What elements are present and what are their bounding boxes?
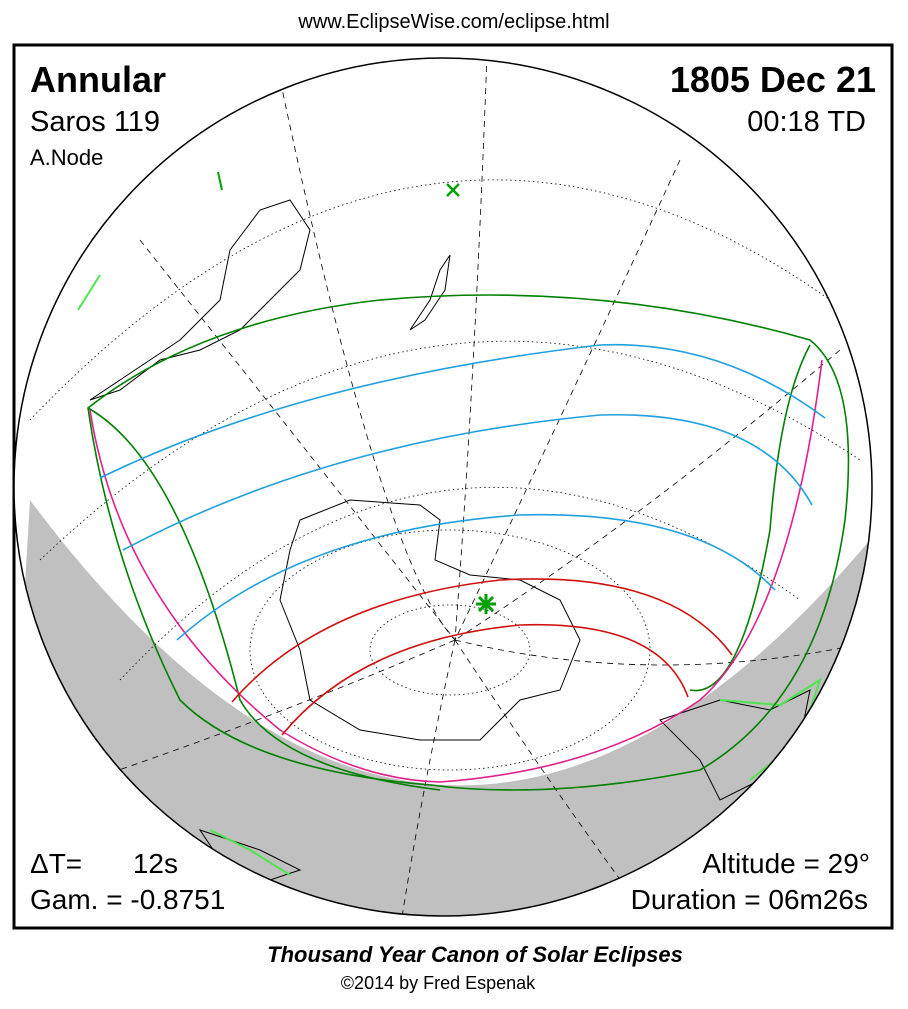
eclipse-time: 00:18 TD xyxy=(747,106,866,138)
max-eclipse-marker xyxy=(476,594,496,614)
sub-solar-marker xyxy=(446,183,460,197)
footer-title: Thousand Year Canon of Solar Eclipses xyxy=(267,942,683,967)
node: A.Node xyxy=(30,145,103,170)
eclipse-type: Annular xyxy=(30,59,166,100)
url: www.EclipseWise.com/eclipse.html xyxy=(297,11,609,33)
gamma: Gam. = -0.8751 xyxy=(30,884,225,915)
coastlines xyxy=(89,199,811,881)
eclipse-paths xyxy=(87,294,850,791)
delta-t-label: ΔT= xyxy=(30,848,82,879)
globe-outline xyxy=(13,57,873,917)
duration: Duration = 06m26s xyxy=(631,884,868,915)
saros: Saros 119 xyxy=(30,106,160,138)
altitude: Altitude = 29° xyxy=(702,848,870,879)
copyright: ©2014 by Fred Espenak xyxy=(341,973,536,993)
delta-t-value: 12s xyxy=(133,848,178,879)
eclipse-date: 1805 Dec 21 xyxy=(670,59,876,100)
